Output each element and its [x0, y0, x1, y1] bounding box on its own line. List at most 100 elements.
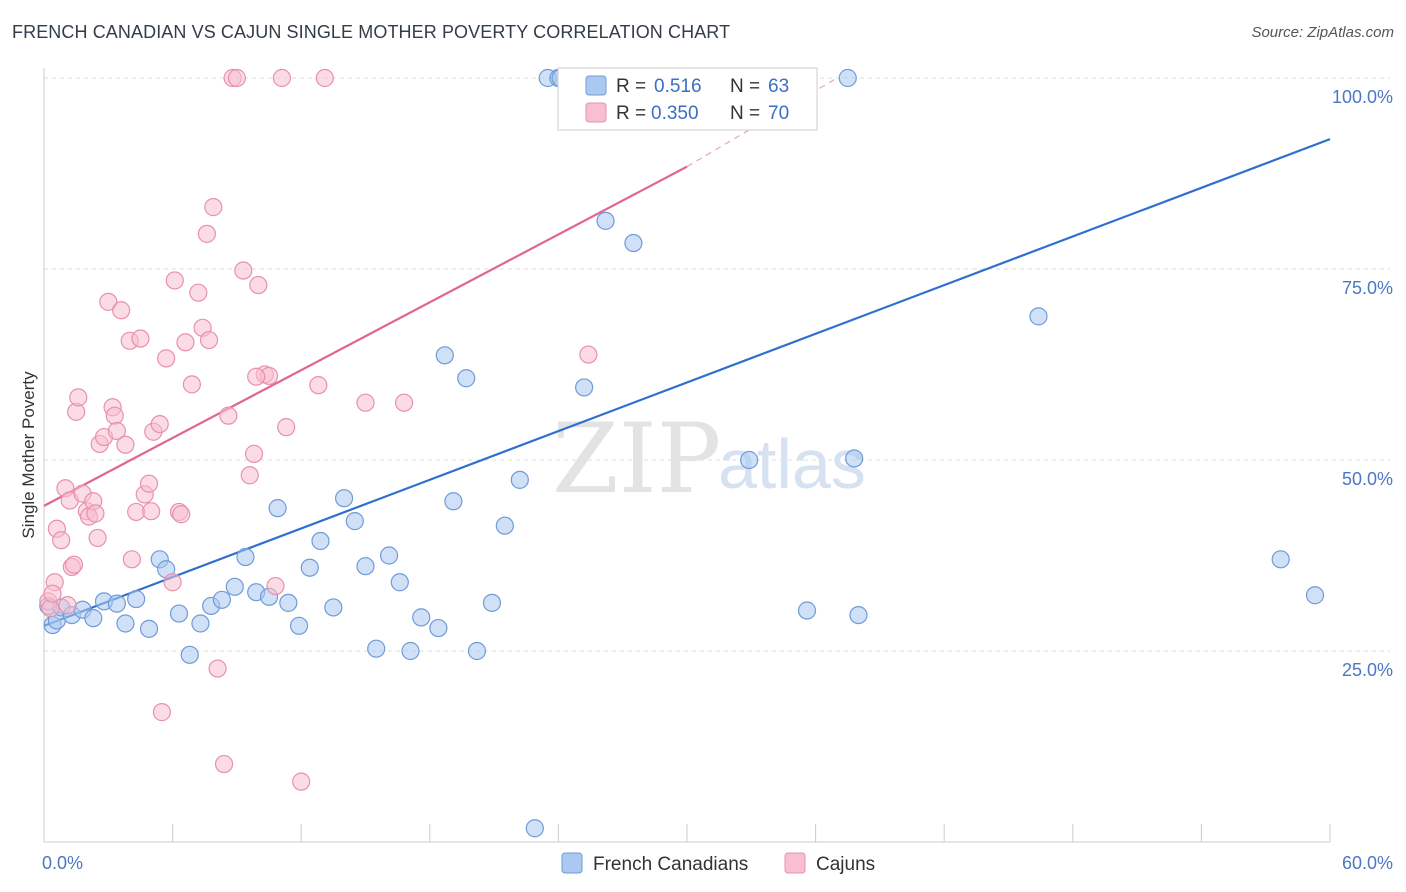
cajun-point-42: [208, 659, 227, 678]
cajun-point-49: [244, 444, 264, 463]
cajun-point-24: [122, 550, 141, 569]
french-canadian-point-11: [139, 619, 159, 638]
cajun-point-53: [266, 576, 285, 596]
french-canadian-point-35: [401, 641, 420, 661]
y-tick-label-2: 75.0%: [1342, 278, 1393, 298]
legend-label-french-canadians: French Canadians: [593, 854, 748, 875]
cajun-point-55: [277, 418, 296, 437]
french-canadian-point-37: [429, 618, 448, 638]
cajun-point-67: [199, 330, 219, 350]
cajun-point-28: [139, 474, 159, 493]
french-canadian-point-40: [457, 369, 476, 388]
cajun-point-58: [315, 68, 334, 88]
french-canadian-point-61: [845, 449, 864, 468]
cajun-point-40: [197, 224, 216, 243]
cajun-point-9: [69, 388, 88, 407]
chart-title: FRENCH CANADIAN VS CAJUN SINGLE MOTHER P…: [12, 22, 731, 42]
french-canadian-point-62: [1029, 307, 1048, 326]
cajun-point-50: [249, 275, 268, 295]
cajun-point-17: [99, 292, 118, 311]
y-tick-labels: 25.0% 50.0% 75.0% 100.0%: [1332, 87, 1393, 680]
chart-source: Source: ZipAtlas.com: [1251, 24, 1394, 41]
french-canadian-point-63: [1271, 550, 1290, 569]
cajun-point-54: [272, 68, 292, 88]
french-canadian-point-64: [1305, 586, 1325, 605]
stats-legend-r-label-blue: R =: [616, 76, 646, 97]
french-canadian-point-19: [225, 577, 244, 596]
cajun-point-33: [163, 573, 182, 592]
cajun-point-69: [172, 505, 191, 524]
cajun-point-59: [356, 393, 375, 412]
cajun-point-37: [182, 375, 201, 394]
french-canadian-point-38: [435, 346, 454, 365]
stats-legend-swatch-pink: [585, 102, 607, 123]
french-canadian-point-33: [379, 546, 399, 565]
french-canadian-point-9: [116, 614, 135, 633]
trend-lines: [43, 77, 1331, 627]
stats-legend-n-label-pink: N =: [730, 103, 760, 124]
french-canadian-point-29: [334, 489, 354, 508]
french-canadian-point-34: [390, 573, 409, 592]
cajun-point-56: [292, 772, 311, 791]
cajun-point-48: [240, 466, 259, 485]
french-canadian-point-31: [356, 557, 375, 576]
french-canadian-point-70: [838, 68, 857, 88]
cajun-point-57: [309, 376, 328, 395]
cajun-point-19: [105, 406, 124, 425]
french-canadian-point-60: [797, 601, 817, 620]
french-canadian-point-8: [107, 594, 126, 613]
cajun-point-66: [142, 502, 161, 521]
cajun-point-65: [86, 504, 105, 523]
french-canadian-point-41: [467, 641, 487, 661]
stats-legend-swatch-blue: [585, 75, 607, 96]
french-canadian-point-20: [236, 547, 255, 567]
cajun-point-34: [165, 271, 184, 290]
stats-legend-r-value-blue: 0.516: [654, 76, 702, 97]
cajun-point-36: [176, 333, 195, 352]
cajun-point-20: [107, 421, 126, 441]
gridlines: [44, 77, 1390, 652]
french-canadian-trend-line: [43, 138, 1331, 627]
watermark-zip: ZIP: [552, 403, 721, 515]
cajun-point-41: [204, 198, 223, 217]
cajun-point-22: [116, 435, 135, 454]
french-canadian-point-10: [127, 589, 146, 609]
y-axis-label: Single Mother Poverty: [19, 371, 38, 539]
french-canadian-point-24: [279, 593, 298, 612]
french-canadian-point-18: [212, 590, 231, 609]
legend-label-cajuns: Cajuns: [816, 854, 875, 875]
y-tick-label-3: 100.0%: [1332, 87, 1393, 107]
cajun-point-14: [88, 528, 107, 548]
legend-swatch-cajuns: [784, 852, 806, 874]
cajun-point-43: [214, 754, 234, 774]
cajun-point-26: [131, 329, 150, 348]
cajun-point-60: [394, 393, 414, 412]
y-tick-label-1: 50.0%: [1342, 469, 1393, 489]
cajun-point-68: [247, 367, 266, 386]
cajun-point-46: [227, 68, 246, 88]
french-canadian-point-39: [444, 492, 463, 511]
cajun-point-31: [152, 703, 171, 722]
french-canadian-point-44: [510, 470, 529, 489]
french-canadian-point-71: [740, 450, 759, 470]
french-canadian-point-42: [482, 593, 502, 612]
french-canadian-point-26: [300, 558, 319, 577]
french-canadian-point-45: [525, 819, 544, 838]
french-canadian-point-28: [324, 598, 343, 617]
french-canadian-point-16: [191, 614, 210, 633]
french-canadian-point-25: [289, 616, 309, 635]
french-canadian-point-65: [849, 605, 868, 625]
x-tick-label-1: 60.0%: [1342, 853, 1393, 873]
stats-legend-n-label-blue: N =: [730, 76, 760, 97]
axes: [43, 68, 1331, 843]
cajun-point-44: [219, 406, 238, 425]
cajun-point-21: [112, 301, 131, 320]
cajun-point-61: [579, 345, 598, 364]
stats-legend-n-value-blue: 63: [768, 76, 789, 97]
french-canadian-point-32: [367, 639, 386, 658]
x-tick-label-0: 0.0%: [42, 853, 83, 873]
cajun-point-47: [234, 261, 253, 280]
cajun-trend-line: [43, 165, 688, 507]
stats-legend-n-value-pink: 70: [768, 103, 789, 124]
